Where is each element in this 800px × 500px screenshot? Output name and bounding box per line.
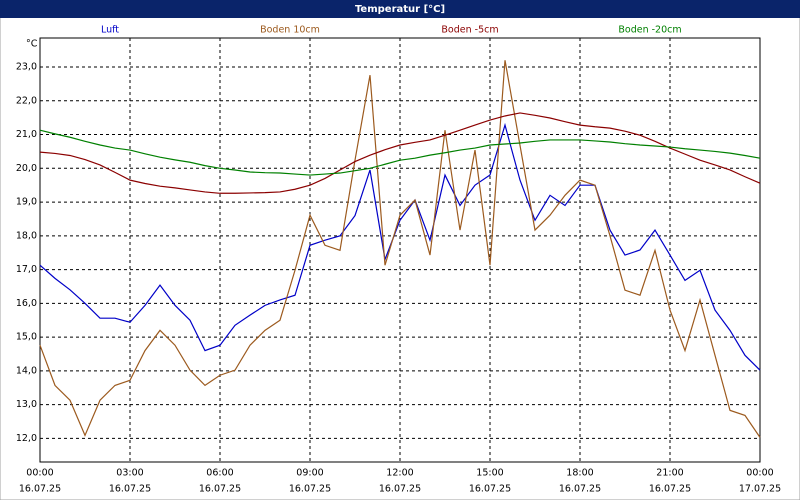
series-line xyxy=(39,122,761,371)
x-tick-label: 21:00 xyxy=(656,468,683,479)
y-axis-label: °C xyxy=(26,39,38,50)
x-tick-label: 03:00 xyxy=(116,468,143,479)
series-line xyxy=(39,129,761,176)
x-tick-date: 16.07.25 xyxy=(109,484,151,495)
x-tick-date: 16.07.25 xyxy=(649,484,691,495)
x-tick-label: 18:00 xyxy=(566,468,593,479)
chart-title: Temperatur [°C] xyxy=(355,4,445,15)
x-tick-label: 15:00 xyxy=(476,468,503,479)
y-tick-label: 18,0 xyxy=(16,230,37,241)
y-tick-label: 15,0 xyxy=(16,332,37,343)
y-tick-label: 13,0 xyxy=(16,399,37,410)
y-tick-label: 23,0 xyxy=(16,62,37,73)
series-line xyxy=(39,112,761,194)
plot-frame xyxy=(39,37,761,463)
x-tick-date: 16.07.25 xyxy=(289,484,331,495)
y-tick-label: 19,0 xyxy=(16,197,37,208)
y-tick-label: 17,0 xyxy=(16,264,37,275)
x-tick-date: 17.07.25 xyxy=(739,484,781,495)
x-tick-date: 16.07.25 xyxy=(379,484,421,495)
legend-entry: Luft xyxy=(101,25,119,36)
x-tick-label: 00:00 xyxy=(26,468,53,479)
y-tick-label: 12,0 xyxy=(16,433,37,444)
y-tick-label: 20,0 xyxy=(16,163,37,174)
x-tick-label: 06:00 xyxy=(206,468,233,479)
legend-entry: Boden -20cm xyxy=(618,25,681,36)
x-tick-date: 16.07.25 xyxy=(19,484,61,495)
y-tick-label: 16,0 xyxy=(16,298,37,309)
x-tick-label: 00:00 xyxy=(746,468,773,479)
x-tick-date: 16.07.25 xyxy=(559,484,601,495)
series-line xyxy=(39,60,761,438)
y-tick-label: 21,0 xyxy=(16,129,37,140)
x-tick-label: 09:00 xyxy=(296,468,323,479)
legend-entry: Boden 10cm xyxy=(260,25,320,36)
y-tick-label: 22,0 xyxy=(16,95,37,106)
x-tick-date: 16.07.25 xyxy=(469,484,511,495)
y-tick-label: 14,0 xyxy=(16,365,37,376)
legend-entry: Boden -5cm xyxy=(441,25,498,36)
x-tick-label: 12:00 xyxy=(386,468,413,479)
title-bar xyxy=(0,0,800,18)
x-tick-date: 16.07.25 xyxy=(199,484,241,495)
